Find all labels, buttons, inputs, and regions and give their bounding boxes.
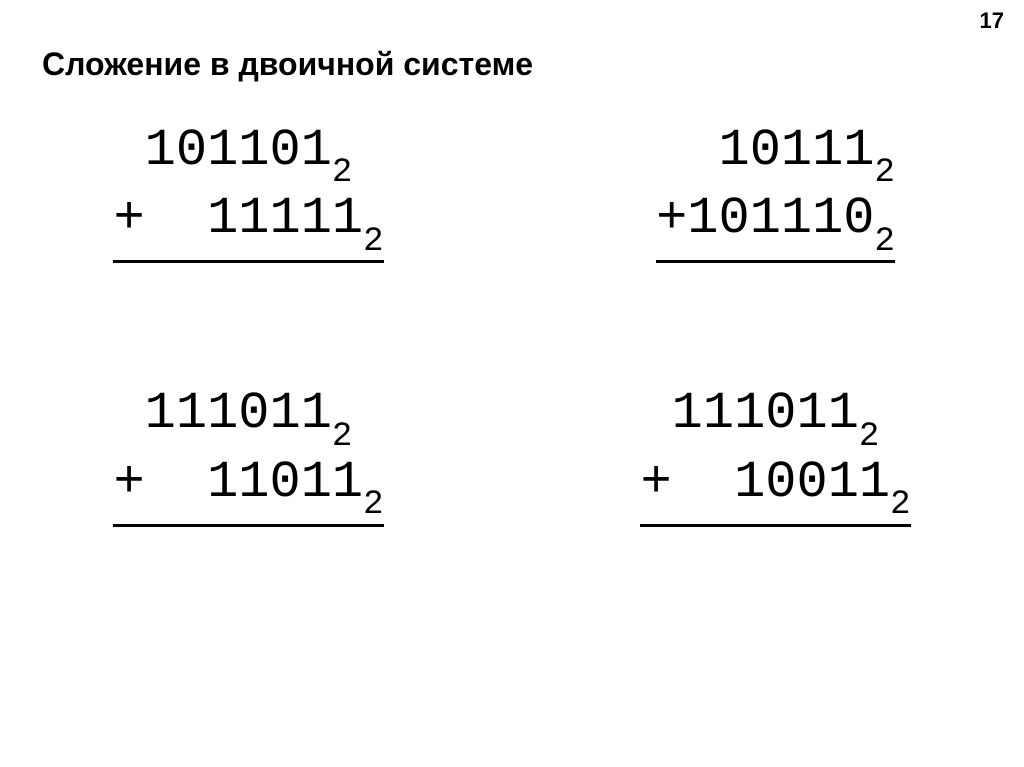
pad bbox=[113, 121, 144, 180]
pad bbox=[672, 453, 734, 512]
operator: + bbox=[640, 453, 671, 512]
operator: + bbox=[113, 453, 144, 512]
problem-1: 1011012 + 111112 bbox=[113, 120, 383, 263]
base-subscript: 2 bbox=[363, 223, 383, 261]
base-subscript: 2 bbox=[363, 486, 383, 524]
digits: 10111 bbox=[718, 121, 874, 180]
base-subscript: 2 bbox=[890, 486, 910, 524]
digits: 111011 bbox=[145, 384, 332, 443]
digits: 101101 bbox=[145, 121, 332, 180]
base-subscript: 2 bbox=[875, 223, 895, 261]
pad bbox=[145, 453, 207, 512]
digits: 11011 bbox=[207, 453, 363, 512]
operand-2: + 110112 bbox=[113, 452, 383, 520]
pad bbox=[640, 384, 671, 443]
problems-grid: 1011012 + 111112 101112 +1011102 1110112… bbox=[0, 120, 1024, 527]
operand-2: + 100112 bbox=[640, 452, 910, 520]
problem-rule bbox=[113, 260, 383, 263]
problem-rule bbox=[113, 524, 383, 527]
base-subscript: 2 bbox=[875, 154, 895, 192]
pad bbox=[113, 384, 144, 443]
operand-1: 1110112 bbox=[113, 383, 383, 451]
base-subscript: 2 bbox=[332, 154, 352, 192]
operand-2: + 111112 bbox=[113, 188, 383, 256]
operand-1: 1110112 bbox=[640, 383, 910, 451]
pad bbox=[656, 121, 718, 180]
digits: 10011 bbox=[734, 453, 890, 512]
operator: + bbox=[113, 189, 144, 248]
problem-2: 101112 +1011102 bbox=[656, 120, 895, 263]
page-number: 17 bbox=[980, 8, 1004, 34]
operand-1: 101112 bbox=[656, 120, 895, 188]
problem-rule bbox=[640, 524, 910, 527]
slide-title: Сложение в двоичной системе bbox=[42, 46, 533, 83]
pad bbox=[145, 189, 207, 248]
base-subscript: 2 bbox=[859, 418, 879, 456]
digits: 101110 bbox=[687, 189, 874, 248]
digits: 11111 bbox=[207, 189, 363, 248]
digits: 111011 bbox=[672, 384, 859, 443]
problem-rule bbox=[656, 260, 895, 263]
operand-1: 1011012 bbox=[113, 120, 383, 188]
base-subscript: 2 bbox=[332, 418, 352, 456]
problem-3: 1110112 + 110112 bbox=[113, 383, 383, 526]
problem-4: 1110112 + 100112 bbox=[640, 383, 910, 526]
operand-2: +1011102 bbox=[656, 188, 895, 256]
operator: + bbox=[656, 189, 687, 248]
